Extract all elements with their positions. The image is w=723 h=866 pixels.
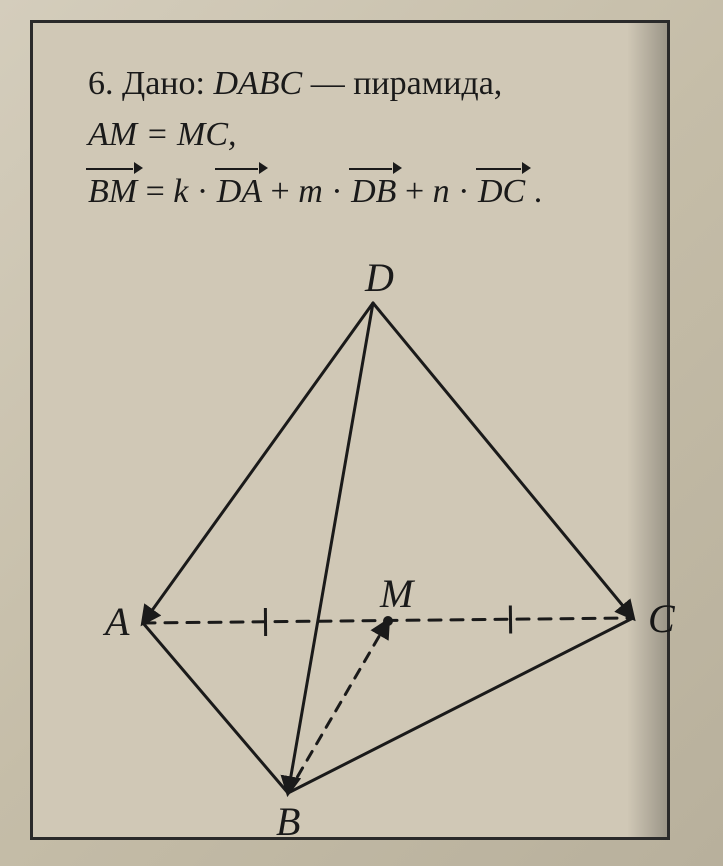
svg-text:B: B <box>276 799 300 843</box>
vec-BM: BM <box>88 166 137 217</box>
pyramid-name: DABC <box>213 65 302 102</box>
svg-text:C: C <box>648 596 676 641</box>
pyramid-word: — пирамида, <box>311 65 503 102</box>
line-1: 6. Дано: DABC — пирамида, <box>88 58 678 109</box>
problem-number: 6. <box>88 65 114 102</box>
svg-text:D: D <box>364 263 394 300</box>
vec-DB: DB <box>351 166 396 217</box>
period: . <box>525 173 542 210</box>
coef-m: m <box>298 173 323 210</box>
coef-n: n <box>433 173 450 210</box>
coef-k: k <box>173 173 188 210</box>
page: 6. Дано: DABC — пирамида, AM = MC, BM = … <box>0 0 723 866</box>
dot-3: · <box>450 173 478 210</box>
pyramid-diagram: D A C B M <box>73 263 693 843</box>
dot-2: · <box>323 173 351 210</box>
plus-1: + <box>262 173 298 210</box>
midpoint-eq: AM = MC, <box>88 116 237 153</box>
problem-frame: 6. Дано: DABC — пирамида, AM = MC, BM = … <box>30 20 670 840</box>
line-2: AM = MC, <box>88 109 678 160</box>
line-3: BM = k · DA + m · DB + n · DC . <box>88 166 678 217</box>
vec-DA: DA <box>217 166 262 217</box>
dot-1: · <box>188 173 216 210</box>
eq-sign: = <box>137 173 173 210</box>
plus-2: + <box>396 173 432 210</box>
given-label: Дано: <box>122 65 205 102</box>
problem-text: 6. Дано: DABC — пирамида, AM = MC, BM = … <box>88 58 678 217</box>
vec-DC: DC <box>478 166 525 217</box>
svg-text:A: A <box>102 599 130 644</box>
svg-text:M: M <box>379 571 416 616</box>
